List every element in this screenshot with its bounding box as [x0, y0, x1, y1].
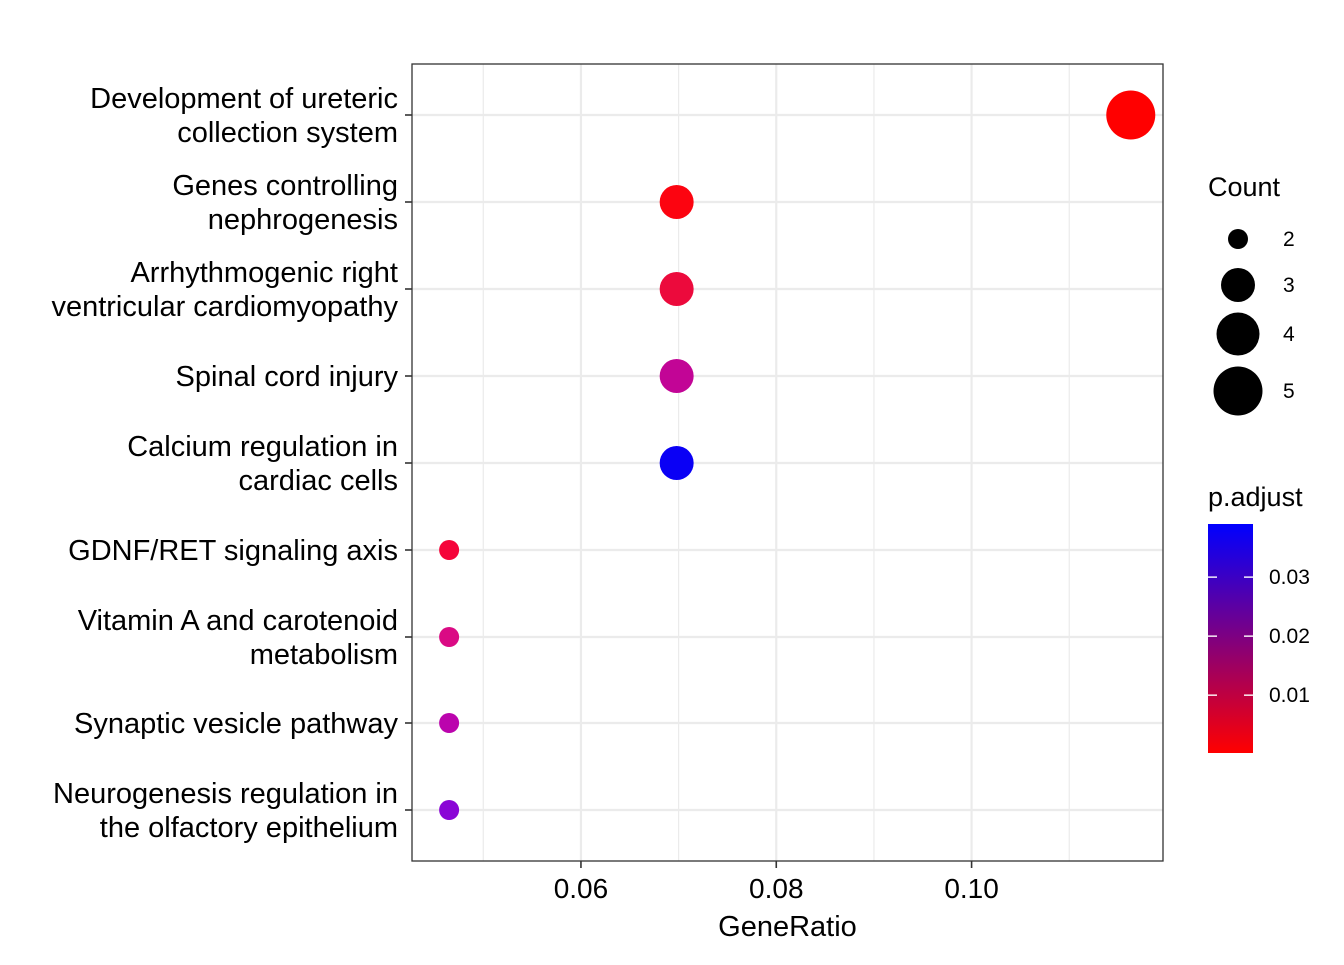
y-axis: Development of ureteric collection system… [51, 83, 412, 844]
y-tick-label: Calcium regulation in cardiac cells [127, 431, 398, 497]
legend-padj-label: 0.01 [1269, 684, 1310, 707]
y-tick-label: Genes controlling nephrogenesis [172, 170, 398, 236]
legend-count-key [1216, 312, 1260, 356]
x-axis: 0.06 0.08 0.10 [554, 861, 999, 904]
x-tick-label: 0.08 [749, 873, 804, 904]
y-tick-label: Spinal cord injury [176, 361, 399, 393]
legend-padj-label: 0.02 [1269, 625, 1310, 648]
data-point [439, 800, 460, 820]
y-tick-label: Development of ureteric collection system [90, 83, 398, 149]
legend-padj-colorbar [1208, 524, 1253, 753]
y-tick-label: Synaptic vesicle pathway [74, 708, 398, 740]
y-tick-label: GDNF/RET signaling axis [68, 535, 398, 567]
data-point [439, 627, 460, 647]
legend-padj: p.adjust 0.03 0.02 0.01 [1208, 482, 1310, 753]
legend-count-key [1228, 229, 1248, 249]
legend-padj-label: 0.03 [1269, 566, 1310, 589]
y-tick-label: Arrhythmogenic right ventricular cardiomy… [51, 257, 398, 323]
y-tick-label-line: the olfactory epithelium [100, 812, 398, 844]
y-tick-label-line: Development of ureteric [90, 83, 398, 115]
y-tick-label-line: cardiac cells [238, 465, 398, 497]
legend-count-key [1213, 366, 1263, 416]
legend-count-label: 4 [1283, 323, 1295, 346]
data-point [659, 446, 694, 480]
legend-count: Count 2 3 4 5 [1208, 172, 1295, 416]
y-tick-label-line: metabolism [250, 639, 398, 671]
x-axis-title: GeneRatio [718, 911, 857, 943]
y-tick-label-line: collection system [177, 117, 398, 149]
data-point [659, 185, 694, 219]
y-tick-label-line: Vitamin A and carotenoid [78, 605, 398, 637]
y-tick-label-line: Neurogenesis regulation in [53, 778, 398, 810]
y-tick-label-line: Genes controlling [172, 170, 398, 202]
y-tick-label-line: Arrhythmogenic right [130, 257, 398, 289]
legend-count-label: 2 [1283, 228, 1295, 251]
legend-padj-title: p.adjust [1208, 482, 1303, 512]
legend-count-label: 3 [1283, 274, 1295, 297]
y-tick-label-line: Calcium regulation in [127, 431, 398, 463]
points-layer [439, 90, 1156, 820]
y-tick-label: Neurogenesis regulation in the olfactory … [53, 778, 398, 844]
panel-grid [412, 64, 1163, 861]
data-point [659, 272, 694, 306]
y-tick-label-line: ventricular cardiomyopathy [51, 291, 398, 323]
data-point [1106, 90, 1156, 140]
data-point [439, 713, 460, 733]
y-tick-label-line: Synaptic vesicle pathway [74, 708, 398, 740]
legend-count-title: Count [1208, 172, 1281, 202]
x-tick-label: 0.06 [554, 873, 609, 904]
y-tick-label-line: nephrogenesis [208, 204, 398, 236]
x-tick-label: 0.10 [944, 873, 999, 904]
y-tick-label-line: GDNF/RET signaling axis [68, 535, 398, 567]
y-tick-label: Vitamin A and carotenoid metabolism [78, 605, 398, 671]
legend-count-key [1221, 268, 1255, 302]
legend-count-label: 5 [1283, 380, 1295, 403]
data-point [439, 540, 460, 560]
data-point [659, 359, 694, 393]
y-tick-label-line: Spinal cord injury [176, 361, 399, 393]
